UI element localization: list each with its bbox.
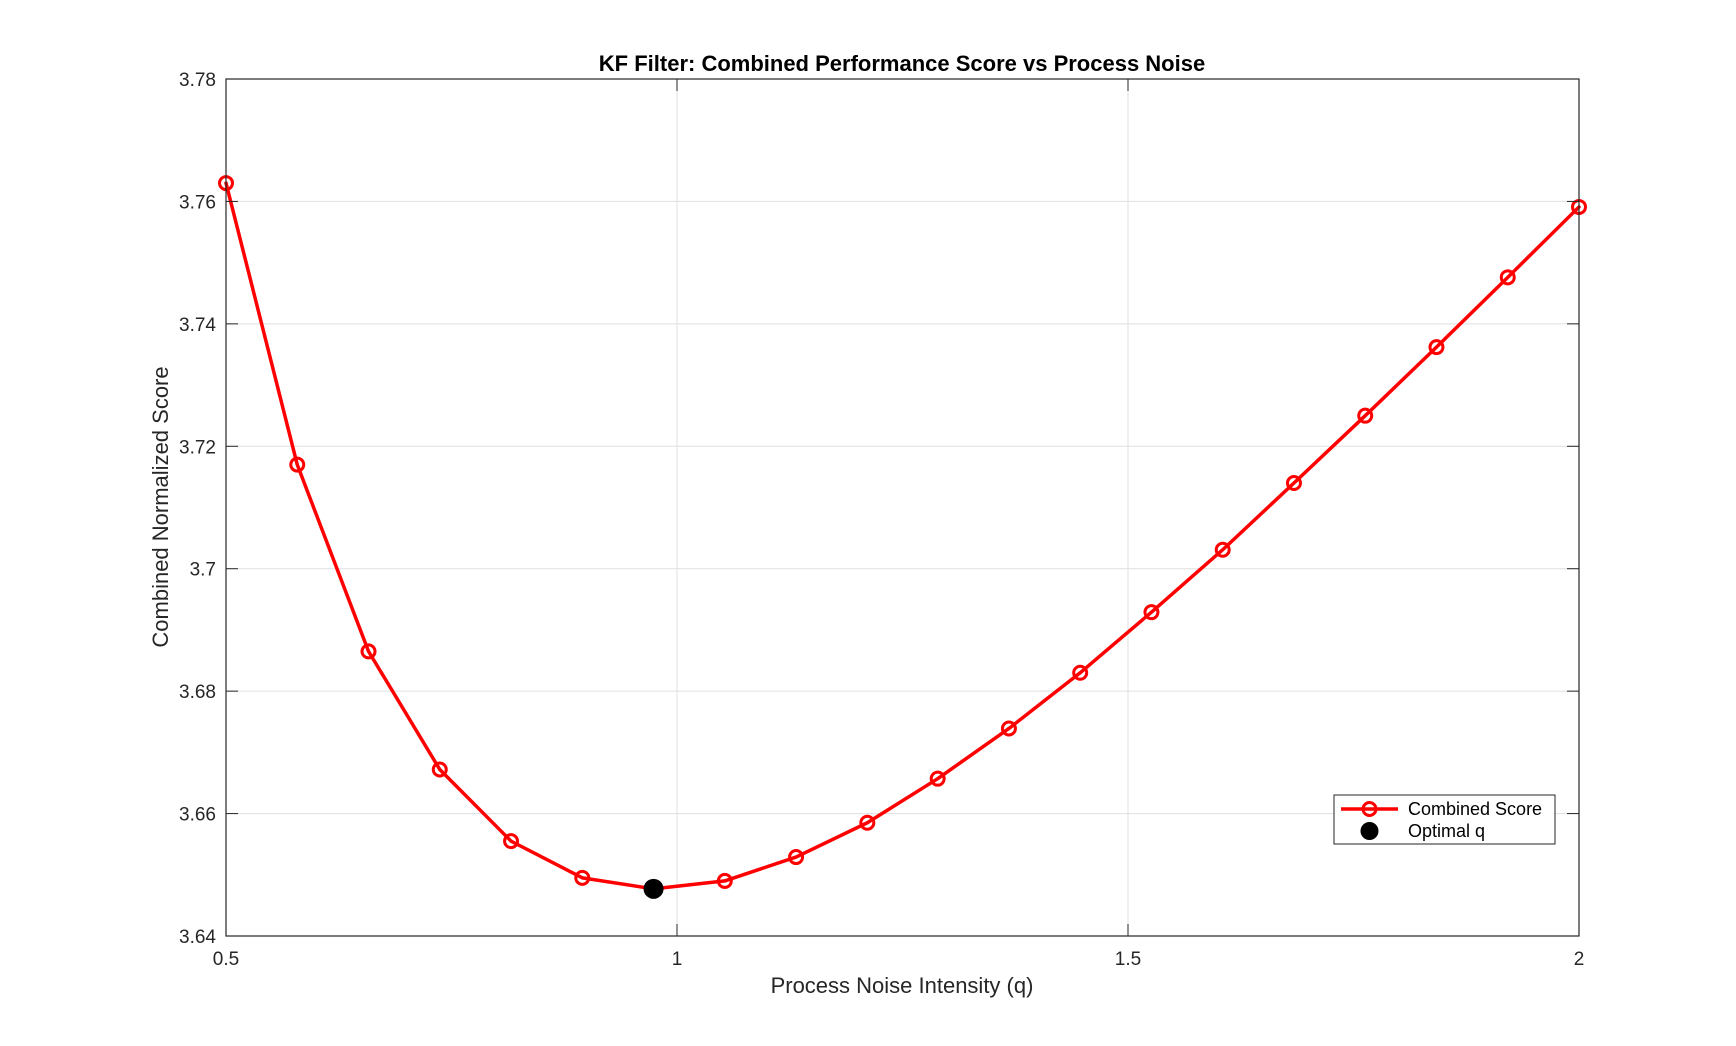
combined-score-point	[929, 770, 946, 787]
y-tick-label: 3.76	[179, 192, 216, 213]
combined-score-point	[1357, 407, 1374, 424]
combined-score-point	[360, 643, 377, 660]
legend-label-combined-score: Combined Score	[1408, 799, 1542, 819]
legend-marker-optimal-q	[1360, 822, 1379, 840]
optimal-q-point	[643, 878, 664, 899]
plot-area-frame	[225, 78, 1580, 937]
plot-area-background	[226, 79, 1579, 936]
combined-score-point	[574, 869, 591, 886]
legend-marker-combined-score	[1361, 801, 1378, 817]
combined-score-point	[788, 849, 805, 866]
tick-marks	[225, 78, 1580, 937]
x-tick-label: 1	[672, 949, 683, 970]
combined-score-point	[431, 761, 448, 778]
y-tick-label: 3.78	[179, 70, 216, 91]
y-tick-label: 3.7	[190, 560, 216, 581]
legend-label-optimal-q: Optimal q	[1408, 821, 1485, 841]
combined-score-point	[1000, 720, 1017, 737]
x-tick-label: 1.5	[1115, 949, 1141, 970]
tick-labels: 0.5 1 1.5 2 3.64 3.66 3.68 3.7 3.72 3.74 3.76 3.78	[179, 70, 1584, 970]
combined-score-point	[859, 814, 876, 831]
y-tick-label: 3.68	[179, 682, 216, 703]
combined-score-point	[1428, 339, 1445, 356]
y-tick-label: 3.72	[179, 437, 216, 458]
y-tick-label: 3.66	[179, 805, 216, 826]
x-axis-title: Process Noise Intensity (q)	[771, 973, 1034, 998]
x-tick-label: 0.5	[213, 949, 239, 970]
combined-score-point	[1214, 541, 1231, 558]
combined-score-line	[224, 181, 1581, 891]
combined-score-point	[1285, 475, 1302, 492]
y-tick-label: 3.64	[179, 927, 216, 948]
combined-score-point	[503, 833, 520, 850]
series-layer	[218, 175, 1587, 899]
y-axis-title: Combined Normalized Score	[148, 366, 173, 647]
legend: Combined Score Optimal q	[1333, 794, 1556, 845]
combined-score-point	[1499, 269, 1516, 286]
y-tick-label: 3.74	[179, 315, 216, 336]
combined-score-point	[716, 872, 733, 889]
combined-score-point	[1072, 664, 1089, 681]
chart-title: KF Filter: Combined Performance Score vs…	[599, 51, 1205, 76]
combined-score-point	[289, 456, 306, 473]
grid-lines	[226, 79, 1579, 936]
combined-score-point	[1143, 604, 1160, 621]
x-tick-label: 2	[1574, 949, 1585, 970]
